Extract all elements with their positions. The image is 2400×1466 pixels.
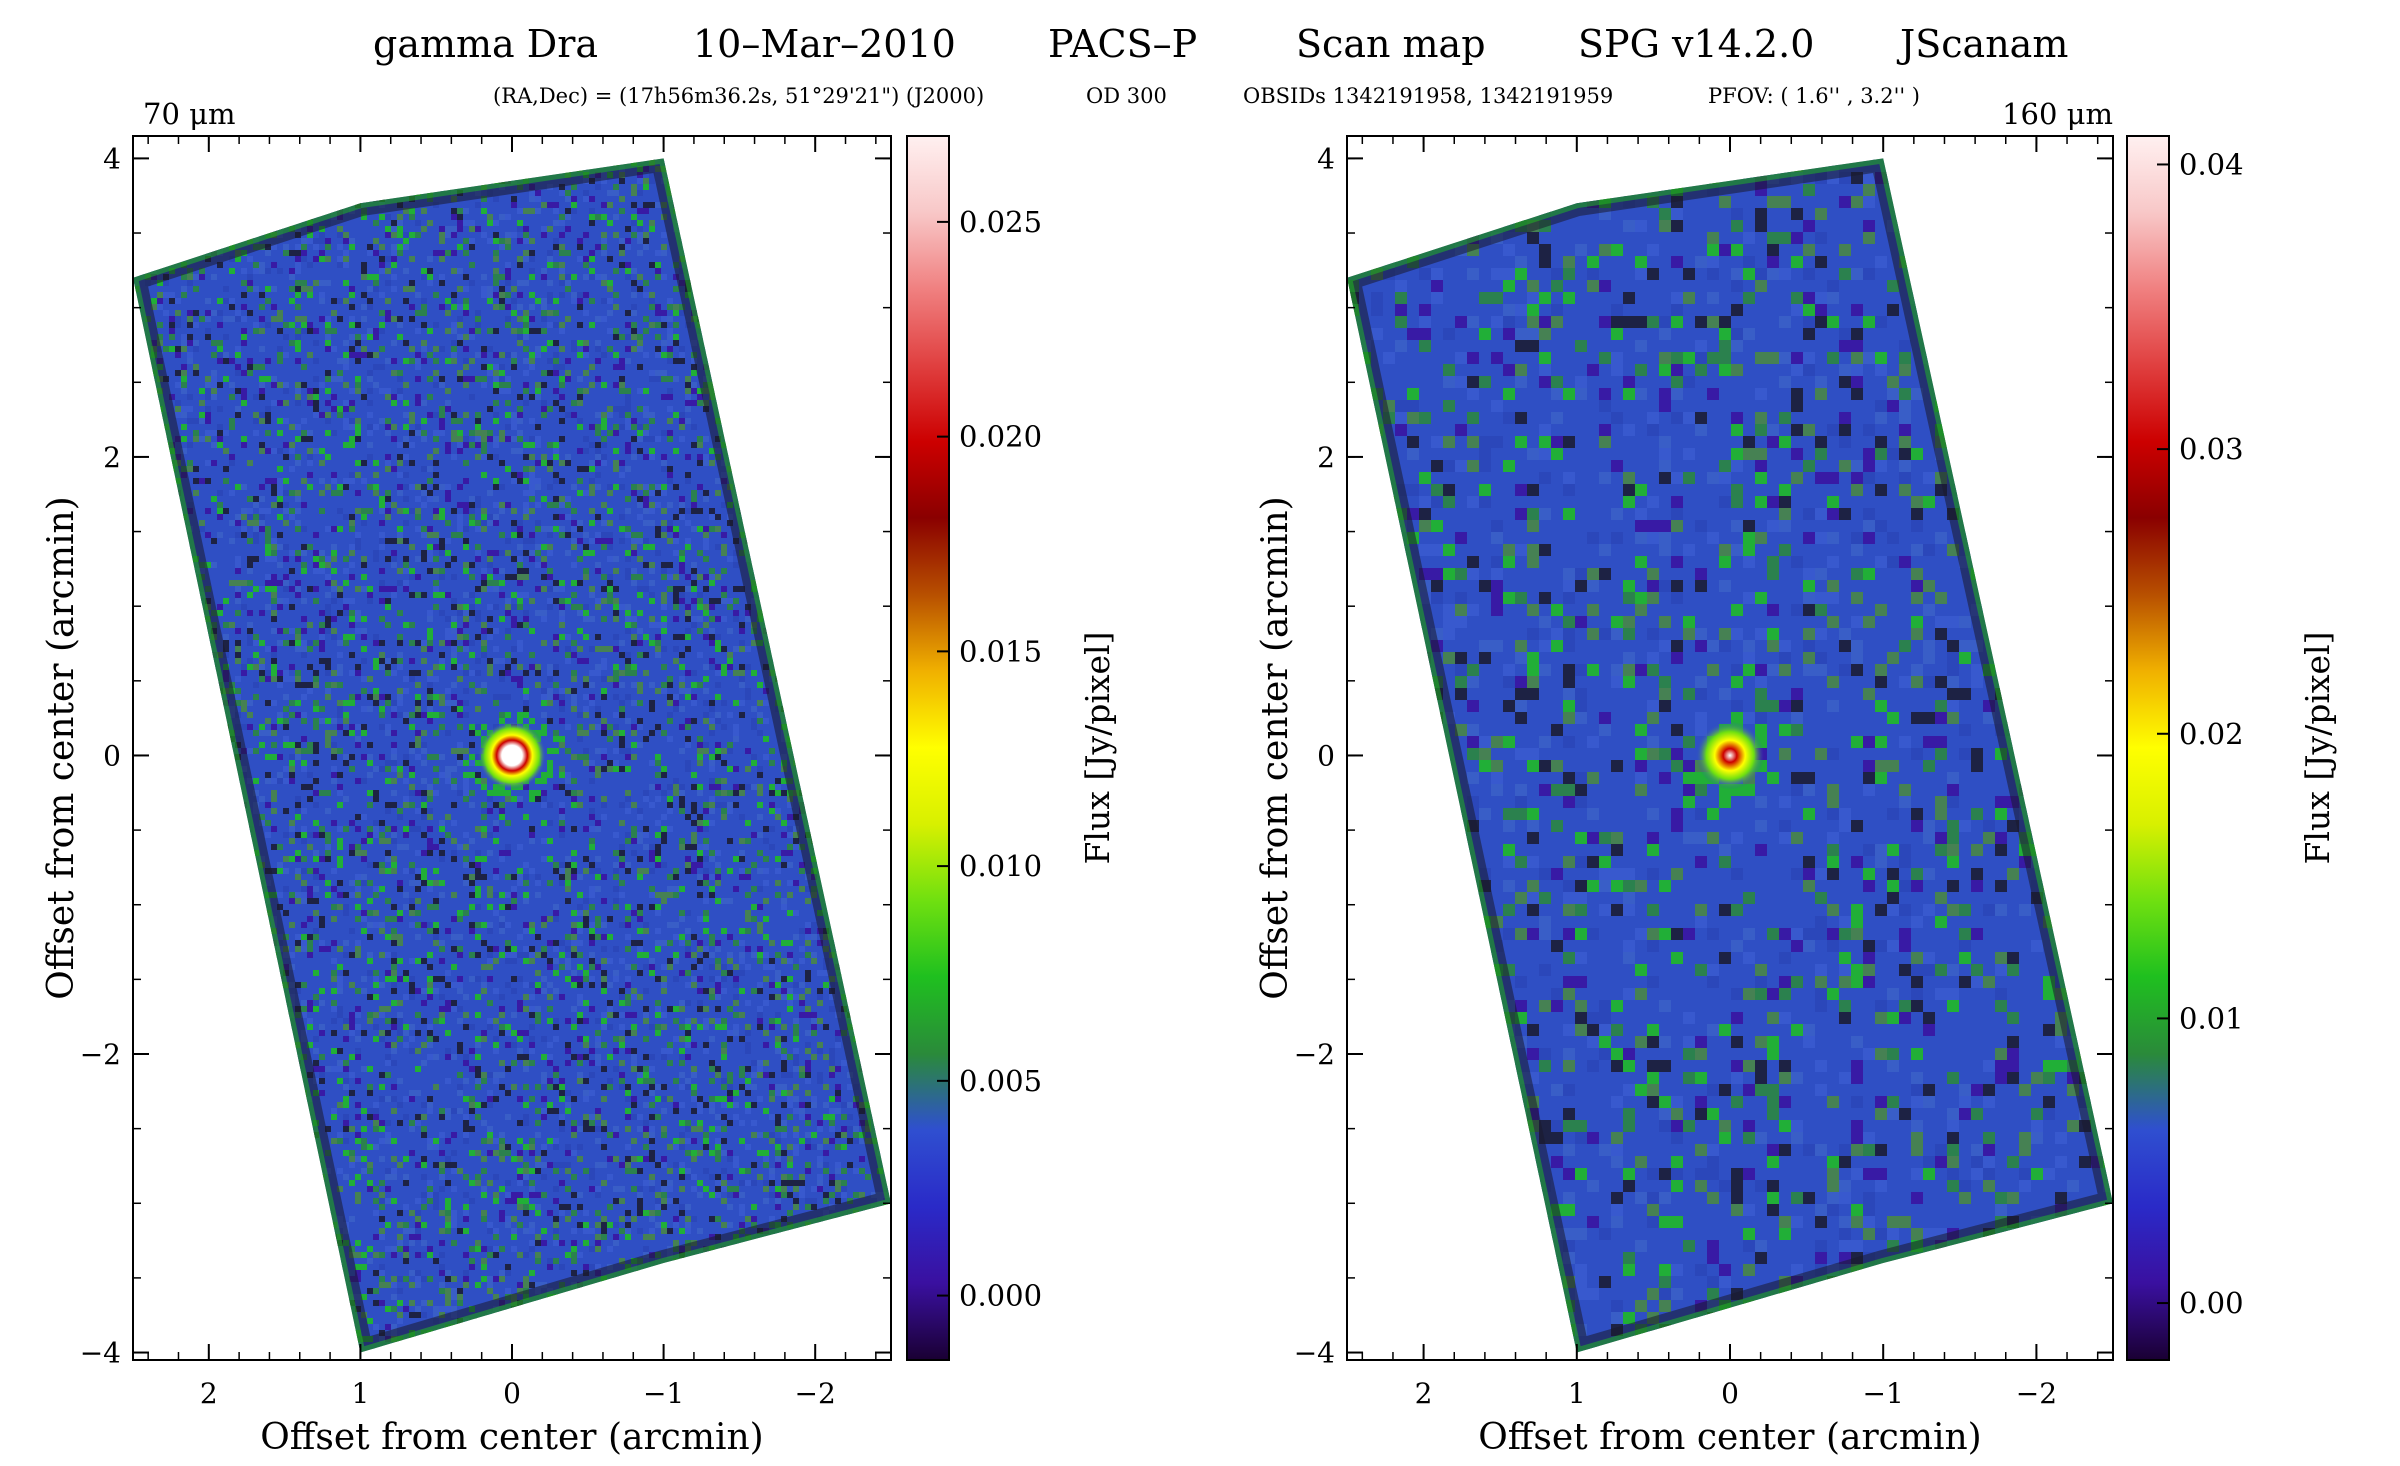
colorbar-tick-label: 0.025 <box>959 205 1042 239</box>
colorbar-tick-label: 0.02 <box>2179 717 2244 751</box>
y-tick-label: 0 <box>1317 739 1335 772</box>
x-tick-label: 0 <box>1721 1377 1739 1410</box>
x-tick-label: 1 <box>1568 1377 1586 1410</box>
observation-date: 10–Mar–2010 <box>693 22 956 66</box>
operational-day: OD 300 <box>1086 84 1167 108</box>
coordinates: (RA,Dec) = (17h56m36.2s, 51°29'21") (J20… <box>493 84 985 108</box>
colorbar-tick-label: 0.00 <box>2179 1286 2244 1320</box>
x-tick-label: 1 <box>351 1377 369 1410</box>
y-axis-label: Offset from center (arcmin) <box>41 496 82 999</box>
observing-mode: Scan map <box>1296 22 1486 66</box>
pipeline-name: JScanam <box>1900 22 2069 66</box>
y-tick-label: 4 <box>103 142 121 175</box>
y-tick-label: 2 <box>1317 441 1335 474</box>
colorbar-tick-label: 0.010 <box>959 849 1042 883</box>
source-peak <box>478 721 546 790</box>
y-tick-label: −4 <box>1294 1337 1335 1370</box>
y-tick-label: −2 <box>1294 1038 1335 1071</box>
panel-160um: 2 1 0 −1 −2 −4 −2 0 2 4 Offset from center (arcmin… <box>1255 97 2337 1458</box>
x-tick-label: −2 <box>795 1377 836 1410</box>
instrument: PACS–P <box>1048 22 1198 66</box>
panel-title: 70 μm <box>143 97 235 131</box>
colorbar-tick-label: 0.015 <box>959 634 1042 668</box>
x-tick-label: 2 <box>200 1377 218 1410</box>
colorbar <box>906 135 950 1361</box>
y-axis-label: Offset from center (arcmin) <box>1255 496 1296 999</box>
source-peak <box>1696 721 1764 790</box>
obsids: OBSIDs 1342191958, 1342191959 <box>1243 84 1614 108</box>
x-tick-label: 0 <box>503 1377 521 1410</box>
y-tick-label: −4 <box>80 1337 121 1370</box>
x-axis-label: Offset from center (arcmin) <box>260 1417 763 1458</box>
x-axis-label: Offset from center (arcmin) <box>1478 1417 1981 1458</box>
colorbar-tick-label: 0.005 <box>959 1064 1042 1098</box>
colorbar-label: Flux [Jy/pixel] <box>2298 632 2337 865</box>
spg-version: SPG v14.2.0 <box>1578 22 1815 66</box>
pfov: PFOV: ( 1.6'' , 3.2'' ) <box>1708 84 1920 108</box>
colorbar-tick-label: 0.020 <box>959 420 1042 454</box>
panel-70um: 2 1 0 −1 −2 −4 −2 0 2 4 Offset from center (arcmin… <box>41 97 1117 1458</box>
colorbar-tick-label: 0.01 <box>2179 1001 2244 1035</box>
colorbar-tick-label: 0.03 <box>2179 432 2244 466</box>
colorbar-tick-label: 0.04 <box>2179 147 2244 181</box>
object-name: gamma Dra <box>373 22 599 66</box>
x-tick-label: −1 <box>643 1377 684 1410</box>
x-tick-label: 2 <box>1415 1377 1433 1410</box>
colorbar-label: Flux [Jy/pixel] <box>1078 632 1117 865</box>
y-tick-label: −2 <box>80 1038 121 1071</box>
x-tick-label: −2 <box>2016 1377 2057 1410</box>
panel-title: 160 μm <box>2002 97 2113 131</box>
x-tick-label: −1 <box>1863 1377 1904 1410</box>
y-tick-label: 2 <box>103 441 121 474</box>
y-tick-label: 4 <box>1317 142 1335 175</box>
y-tick-label: 0 <box>103 739 121 772</box>
colorbar <box>2126 135 2170 1361</box>
colorbar-tick-label: 0.000 <box>959 1279 1042 1313</box>
